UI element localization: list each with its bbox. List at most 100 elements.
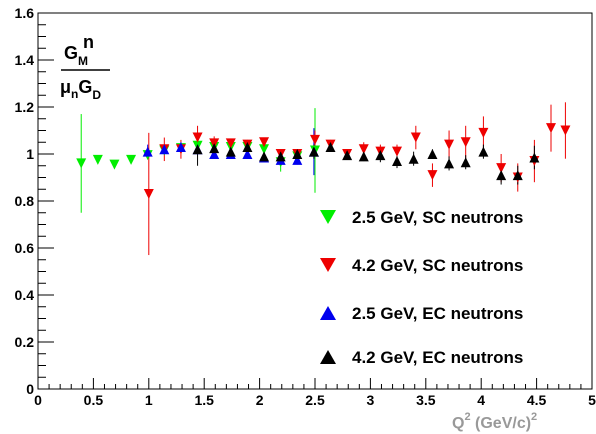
xlabel-unit: (GeV/c)	[471, 415, 531, 432]
y-tick-label: 1.4	[15, 52, 35, 68]
y-tick-label: 0.2	[15, 334, 35, 350]
y-axis-label: GM n μnGD	[60, 32, 110, 102]
y-tick-label: 0.8	[15, 193, 35, 209]
data-point-s0	[92, 154, 103, 165]
data-point-s3	[358, 151, 369, 162]
legend-marker-4p2-sc	[320, 258, 336, 272]
svg-text:Q2 (GeV/c)2: Q2 (GeV/c)2	[452, 411, 537, 432]
x-tick-label: 1.5	[194, 392, 214, 408]
data-point-s3	[292, 149, 303, 159]
data-point-s3	[192, 144, 203, 155]
axis-tick-labels: 0 0.5 1 1.5 2 2.5 3 3.5 4 4.5 5 0 0.2 0.4 0.6 0.8 1 1.2 1.…	[15, 5, 596, 408]
x-tick-label: 3	[367, 392, 375, 408]
data-point-s2	[175, 141, 186, 152]
data-point-s3	[427, 149, 438, 159]
x-tick-label: 3.5	[416, 392, 436, 408]
data-point-s3	[242, 141, 253, 152]
ylabel-denominator-mu: μ	[60, 77, 71, 97]
data-point-s1	[391, 146, 402, 157]
y-tick-label: 0.6	[15, 240, 35, 256]
data-point-s0	[76, 158, 87, 169]
data-point-s0	[259, 144, 270, 155]
data-point-s3	[444, 158, 455, 169]
data-point-s1	[192, 132, 203, 143]
data-point-s3	[325, 141, 336, 152]
data-point-s1	[460, 137, 471, 148]
data-point-s0	[126, 154, 137, 165]
data-point-s3	[259, 151, 270, 162]
legend-marker-2p5-sc	[320, 210, 336, 224]
data-point-s3	[308, 146, 319, 157]
x-tick-label: 2	[256, 392, 264, 408]
y-tick-label: 1	[26, 146, 34, 162]
xlabel-sup1: 2	[464, 411, 470, 423]
data-point-s1	[310, 134, 320, 145]
legend-label-4p2-sc: 4.2 GeV, SC neutrons	[352, 256, 523, 275]
y-tick-label: 0.4	[15, 287, 35, 303]
legend-entry-2p5-ec: 2.5 GeV, EC neutrons	[320, 304, 523, 323]
x-tick-label: 4.5	[527, 392, 547, 408]
data-point-s3	[209, 143, 220, 154]
data-point-s3	[408, 153, 419, 164]
data-point-s3	[391, 156, 402, 167]
svg-text:μnGD: μnGD	[60, 77, 101, 102]
legend-entry-2p5-sc: 2.5 GeV, SC neutrons	[320, 208, 523, 227]
data-point-s1	[410, 132, 421, 143]
data-point-s1	[143, 188, 154, 199]
x-tick-label: 4	[477, 392, 485, 408]
ylabel-denominator-sub: D	[92, 88, 101, 102]
legend-entry-4p2-ec: 4.2 GeV, EC neutrons	[320, 348, 523, 367]
data-point-s1	[427, 170, 438, 181]
data-point-s0	[109, 159, 120, 170]
x-tick-label: 1	[145, 392, 153, 408]
data-point-s3	[512, 170, 523, 181]
legend-label-2p5-ec: 2.5 GeV, EC neutrons	[352, 304, 523, 323]
data-point-s3	[529, 152, 540, 163]
legend-label-4p2-ec: 4.2 GeV, EC neutrons	[352, 348, 523, 367]
data-point-s1	[358, 144, 369, 155]
data-point-s3	[225, 146, 236, 157]
data-point-s1	[444, 139, 455, 150]
legend: 2.5 GeV, SC neutrons 4.2 GeV, SC neutron…	[320, 208, 523, 367]
data-markers	[76, 123, 571, 199]
ylabel-denominator-mu-sub: n	[71, 87, 78, 101]
legend-marker-2p5-ec	[320, 306, 336, 320]
data-point-s1	[546, 123, 557, 134]
x-tick-label: 5	[588, 392, 596, 408]
data-point-s3	[460, 157, 471, 168]
x-tick-label: 0.5	[84, 392, 104, 408]
axis-ticks	[37, 12, 593, 390]
data-point-s3	[478, 146, 489, 157]
x-tick-label: 2.5	[305, 392, 325, 408]
y-tick-label: 0	[26, 381, 34, 397]
legend-label-2p5-sc: 2.5 GeV, SC neutrons	[352, 208, 523, 227]
data-point-s2	[142, 146, 153, 157]
y-tick-label: 1.2	[15, 99, 35, 115]
data-point-s1	[225, 138, 236, 149]
data-point-s3	[342, 150, 353, 161]
data-point-s1	[259, 137, 270, 148]
y-tick-label: 1.6	[15, 5, 35, 21]
ylabel-denominator-main: G	[78, 77, 92, 97]
data-point-s2	[292, 154, 303, 165]
svg-text:GM: GM	[64, 43, 88, 68]
ylabel-numerator-main: G	[64, 43, 78, 63]
data-point-s2	[159, 144, 170, 155]
data-point-s2	[209, 149, 220, 159]
data-point-s3	[496, 170, 507, 181]
data-point-s1	[496, 163, 507, 174]
legend-marker-4p2-ec	[320, 350, 336, 364]
data-point-s3	[275, 151, 286, 162]
data-point-s1	[478, 127, 489, 138]
ylabel-numerator-sup: n	[83, 32, 94, 52]
xlabel-main: Q	[452, 415, 464, 432]
data-point-s2	[242, 149, 253, 159]
legend-entry-4p2-sc: 4.2 GeV, SC neutrons	[320, 256, 523, 275]
x-tick-label: 0	[34, 392, 42, 408]
data-point-s1	[560, 125, 571, 136]
ylabel-numerator-sub: M	[78, 54, 88, 68]
data-point-s3	[375, 150, 386, 161]
xlabel-sup2: 2	[531, 411, 537, 423]
